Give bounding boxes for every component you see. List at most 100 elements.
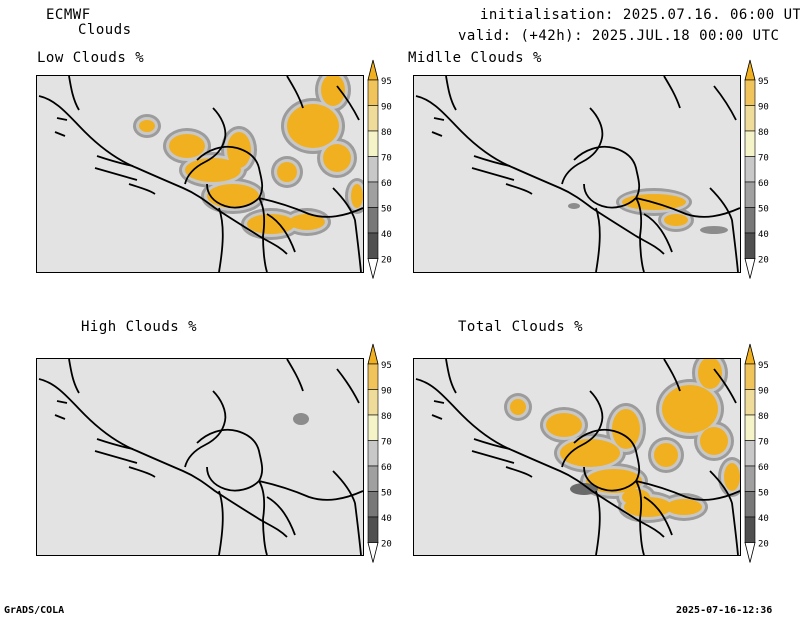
colorbar-tick-label: 60: [381, 463, 392, 473]
border-line: [258, 197, 363, 218]
colorbar-tick-label: 70: [381, 438, 392, 448]
coastline-borders: [38, 76, 363, 272]
colorbar-swatch: [367, 130, 379, 157]
colorbar-arrow-top: [744, 59, 756, 81]
colorbar-swatch: [744, 389, 756, 416]
border-line: [415, 378, 665, 538]
cloud-area: [139, 120, 155, 132]
colorbar-tick-label: 20: [758, 256, 769, 266]
border-line: [663, 359, 737, 404]
colorbar-tick-label: 50: [758, 205, 769, 215]
cloud-area: [654, 443, 678, 467]
product-label: Clouds: [78, 22, 132, 38]
panel-title-high: High Clouds %: [81, 319, 198, 335]
colorbar-swatch: [744, 516, 756, 543]
border-line: [635, 480, 645, 555]
border-line: [184, 390, 227, 468]
border-line: [286, 359, 360, 404]
colorbar-tick-label: 95: [758, 77, 769, 87]
colorbar-swatch: [744, 207, 756, 234]
colorbar-tick-label: 50: [381, 489, 392, 499]
colorbar-swatch: [744, 363, 756, 390]
colorbar-tick-label: 40: [381, 514, 392, 524]
cloud-area: [698, 359, 722, 389]
colorbar-swatch: [367, 181, 379, 208]
border-line: [709, 187, 739, 272]
colorbar-swatch: [744, 156, 756, 183]
footer-credit: GrADS/COLA: [4, 605, 65, 616]
colorbar-tick-label: 60: [758, 179, 769, 189]
border-line: [595, 207, 601, 272]
cloud-area: [289, 214, 325, 230]
cloud-area: [568, 203, 580, 209]
coastline-borders: [38, 359, 363, 555]
border-line: [38, 378, 288, 538]
border-line: [286, 76, 360, 121]
border-line: [266, 213, 296, 253]
colorbar-tick-label: 90: [381, 103, 392, 113]
cloud-area: [724, 463, 740, 491]
colorbar-arrow-bottom: [367, 542, 379, 563]
coastline-borders: [415, 76, 740, 272]
colorbar-swatch: [744, 79, 756, 106]
colorbar-tick-label: 50: [758, 489, 769, 499]
cloud-area: [546, 413, 582, 437]
border-line: [68, 76, 80, 111]
colorbar-tick-label: 95: [381, 361, 392, 371]
colorbar-tick-label: 70: [758, 438, 769, 448]
colorbar-tick-label: 50: [381, 205, 392, 215]
cloud-area: [169, 134, 205, 158]
border-line: [445, 359, 457, 394]
colorbar-tick-label: 20: [758, 540, 769, 550]
border-line: [94, 155, 156, 195]
border-line: [709, 470, 739, 555]
colorbar-tick-label: 90: [758, 387, 769, 397]
border-line: [94, 438, 156, 478]
border-line: [573, 145, 641, 209]
colorbar: 95 90 80 70 60 50 40 20: [364, 58, 404, 292]
colorbar-tick-label: 80: [758, 128, 769, 138]
colorbar: 95 90 80 70 60 50 40 20: [364, 342, 404, 576]
colorbar-swatch: [367, 105, 379, 132]
border-line: [266, 496, 296, 536]
border-line: [218, 207, 224, 272]
cloud-area: [560, 439, 620, 467]
border-line: [68, 359, 80, 394]
colorbar-tick-label: 80: [381, 412, 392, 422]
colorbar-swatch: [744, 105, 756, 132]
border-line: [643, 213, 673, 253]
colorbar-swatch: [367, 440, 379, 467]
border-line: [635, 197, 645, 272]
border-line: [54, 400, 68, 420]
border-line: [258, 480, 268, 555]
cloud-area: [666, 499, 702, 515]
border-line: [561, 390, 604, 468]
colorbar-swatch: [367, 414, 379, 441]
panel-title-total: Total Clouds %: [458, 319, 584, 335]
colorbar-tick-label: 70: [381, 154, 392, 164]
colorbar: 95 90 80 70 60 50 40 20: [741, 58, 781, 292]
colorbar-arrow-top: [367, 343, 379, 365]
border-line: [258, 480, 363, 501]
cloud-area: [185, 158, 241, 182]
colorbar-swatch: [367, 207, 379, 234]
border-line: [431, 117, 445, 137]
border-line: [635, 197, 740, 218]
colorbar-tick-label: 95: [758, 361, 769, 371]
cloud-area: [351, 184, 363, 208]
cloud-area: [570, 483, 598, 495]
panel-title-middle: Midlle Clouds %: [408, 50, 542, 66]
colorbar-tick-label: 95: [381, 77, 392, 87]
colorbar-arrow-bottom: [744, 258, 756, 279]
footer-timestamp: 2025-07-16-12:36: [676, 605, 773, 616]
border-line: [635, 480, 740, 501]
border-line: [471, 438, 533, 478]
model-label: ECMWF: [46, 7, 91, 23]
border-line: [196, 145, 264, 209]
colorbar-swatch: [367, 79, 379, 106]
colorbar-arrow-top: [744, 343, 756, 365]
colorbar-swatch: [744, 465, 756, 492]
cloud-area: [323, 144, 351, 172]
border-line: [54, 117, 68, 137]
colorbar-tick-label: 60: [381, 179, 392, 189]
